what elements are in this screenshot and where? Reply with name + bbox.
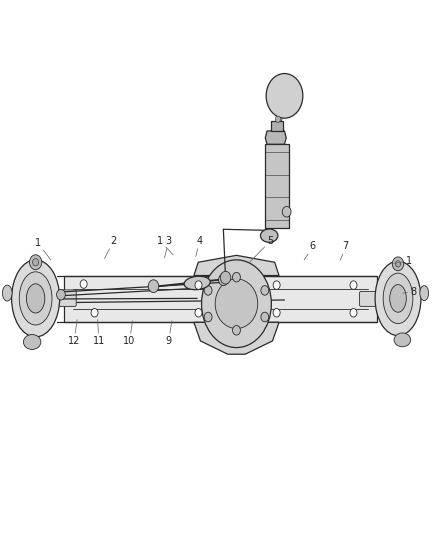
Ellipse shape xyxy=(383,273,413,324)
Circle shape xyxy=(350,309,357,317)
Polygon shape xyxy=(265,144,289,228)
Ellipse shape xyxy=(261,229,278,243)
Circle shape xyxy=(57,289,65,300)
Circle shape xyxy=(220,271,231,284)
Ellipse shape xyxy=(390,285,406,312)
Ellipse shape xyxy=(23,335,41,350)
Circle shape xyxy=(233,272,240,282)
Ellipse shape xyxy=(394,333,411,347)
Polygon shape xyxy=(194,322,279,354)
Ellipse shape xyxy=(420,286,428,301)
Circle shape xyxy=(204,312,212,322)
Polygon shape xyxy=(64,276,377,322)
Circle shape xyxy=(392,257,404,271)
Circle shape xyxy=(204,286,212,295)
Circle shape xyxy=(195,309,202,317)
Circle shape xyxy=(273,309,280,317)
Ellipse shape xyxy=(19,272,52,325)
Polygon shape xyxy=(265,131,286,144)
Ellipse shape xyxy=(375,261,421,336)
Text: 1: 1 xyxy=(35,238,51,260)
Ellipse shape xyxy=(3,285,12,301)
Circle shape xyxy=(91,309,98,317)
Text: 10: 10 xyxy=(124,321,136,346)
Circle shape xyxy=(233,326,240,335)
Circle shape xyxy=(261,312,269,322)
Circle shape xyxy=(273,281,280,289)
Circle shape xyxy=(396,261,401,267)
Text: 8: 8 xyxy=(403,287,417,297)
Ellipse shape xyxy=(184,276,210,290)
Circle shape xyxy=(266,74,303,118)
Text: 2: 2 xyxy=(105,236,117,259)
FancyBboxPatch shape xyxy=(47,290,76,306)
Text: 4: 4 xyxy=(196,236,202,256)
Ellipse shape xyxy=(12,260,60,337)
Circle shape xyxy=(148,280,159,293)
Ellipse shape xyxy=(26,284,45,313)
Circle shape xyxy=(261,286,269,295)
Circle shape xyxy=(219,274,228,286)
Circle shape xyxy=(195,281,202,289)
Text: 12: 12 xyxy=(68,320,80,346)
Text: 7: 7 xyxy=(340,241,349,260)
Circle shape xyxy=(29,255,42,270)
Text: 11: 11 xyxy=(93,320,105,346)
Text: 1: 1 xyxy=(157,236,173,255)
Ellipse shape xyxy=(201,260,272,348)
Circle shape xyxy=(350,281,357,289)
Text: 9: 9 xyxy=(166,321,172,346)
Ellipse shape xyxy=(215,279,258,328)
Text: 5: 5 xyxy=(250,236,274,262)
Circle shape xyxy=(80,280,87,288)
FancyBboxPatch shape xyxy=(360,292,386,306)
Polygon shape xyxy=(271,122,283,131)
Circle shape xyxy=(283,206,291,217)
Text: 3: 3 xyxy=(164,236,172,258)
Text: 1: 1 xyxy=(394,256,412,266)
Circle shape xyxy=(276,116,281,123)
Text: 6: 6 xyxy=(304,241,316,260)
Circle shape xyxy=(32,259,39,266)
Polygon shape xyxy=(194,255,279,276)
